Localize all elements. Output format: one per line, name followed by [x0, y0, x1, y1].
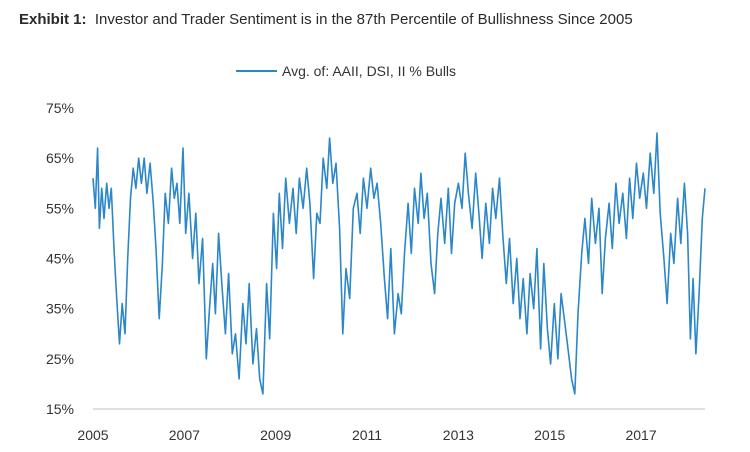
x-tick-label: 2009 — [260, 427, 291, 443]
x-tick-label: 2013 — [443, 427, 474, 443]
series-layer — [92, 132, 706, 395]
y-tick-label: 75% — [46, 100, 74, 116]
y-tick-label: 55% — [46, 200, 74, 216]
x-axis-ticks: 2005 2007 2009 2011 2013 2015 2017 — [77, 427, 656, 443]
x-tick-label: 2007 — [169, 427, 200, 443]
chart-legend: Avg. of: AAII, DSI, II % Bulls — [236, 63, 456, 79]
y-tick-label: 45% — [46, 251, 74, 267]
exhibit-label: Exhibit 1: — [19, 11, 87, 28]
x-tick-label: 2005 — [77, 427, 108, 443]
exhibit-title: Exhibit 1: Investor and Trader Sentiment… — [19, 11, 633, 28]
exhibit-title-text: Investor and Trader Sentiment is in the … — [94, 11, 633, 28]
y-axis-ticks: 15% 25% 35% 45% 55% 65% 75% — [46, 100, 74, 417]
series-line — [92, 132, 706, 395]
legend-label: Avg. of: AAII, DSI, II % Bulls — [282, 63, 456, 79]
x-tick-label: 2011 — [352, 427, 382, 443]
x-tick-label: 2017 — [625, 427, 656, 443]
y-tick-label: 15% — [46, 401, 74, 417]
y-tick-label: 65% — [46, 150, 74, 166]
y-tick-label: 35% — [46, 301, 74, 317]
y-tick-label: 25% — [46, 351, 74, 367]
x-tick-label: 2015 — [534, 427, 565, 443]
